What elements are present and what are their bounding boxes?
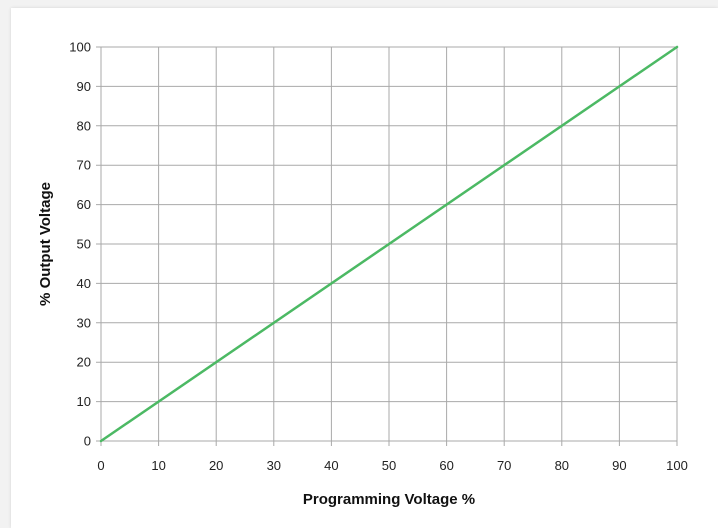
series-layer xyxy=(99,45,679,443)
y-tick-label: 70 xyxy=(77,158,91,173)
y-tick-label: 90 xyxy=(77,79,91,94)
y-tick-label: 0 xyxy=(84,434,91,449)
y-tick-label: 10 xyxy=(77,394,91,409)
y-axis-title: % Output Voltage xyxy=(37,182,54,306)
y-tick-label: 60 xyxy=(77,197,91,212)
x-tick-label: 40 xyxy=(324,458,338,473)
x-tick-labels: 0 10 20 30 40 50 60 70 80 90 100 xyxy=(97,458,687,473)
x-tick-label: 0 xyxy=(97,458,104,473)
y-tick-label: 40 xyxy=(77,276,91,291)
x-tick-label: 50 xyxy=(382,458,396,473)
x-tick-label: 60 xyxy=(439,458,453,473)
x-tick-label: 80 xyxy=(555,458,569,473)
y-tick-label: 80 xyxy=(77,118,91,133)
y-tick-labels: 0 10 20 30 40 50 60 70 80 90 100 xyxy=(69,40,91,449)
y-tick-label: 50 xyxy=(77,237,91,252)
x-tick-label: 70 xyxy=(497,458,511,473)
x-tick-label: 100 xyxy=(666,458,688,473)
y-tick-label: 30 xyxy=(77,315,91,330)
x-tick-label: 30 xyxy=(267,458,281,473)
series-line xyxy=(99,45,679,443)
x-tick-label: 20 xyxy=(209,458,223,473)
grid-lines xyxy=(96,46,678,446)
y-tick-label: 20 xyxy=(77,355,91,370)
x-tick-label: 10 xyxy=(151,458,165,473)
y-tick-label: 100 xyxy=(69,40,91,55)
x-axis-title: Programming Voltage % xyxy=(303,491,475,508)
x-tick-label: 90 xyxy=(612,458,626,473)
